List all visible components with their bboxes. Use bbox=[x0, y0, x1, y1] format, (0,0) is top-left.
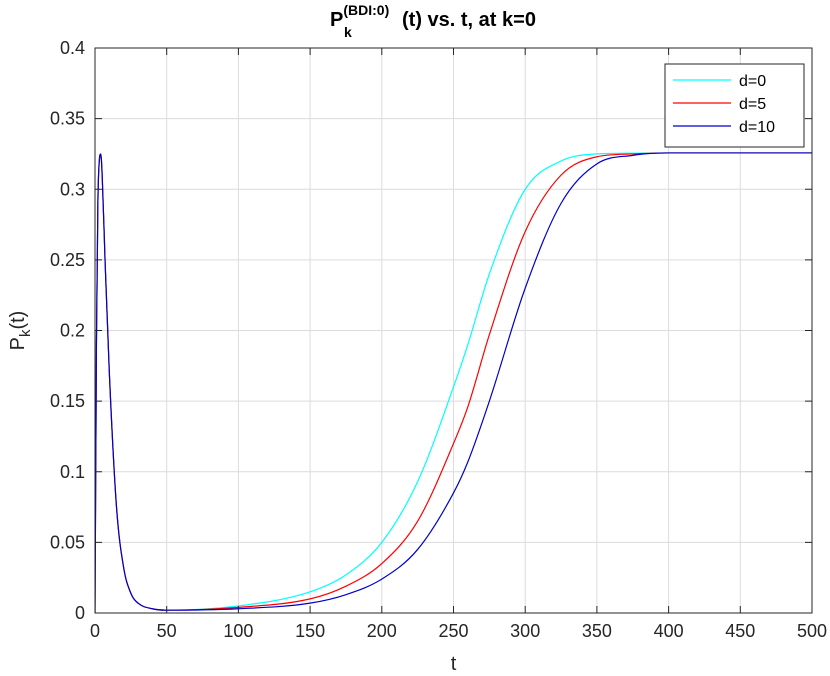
y-tick-label-5: 0.25 bbox=[50, 250, 85, 270]
x-axis-ticks: 0 50 100 150 200 250 300 350 400 450 500 bbox=[90, 48, 827, 641]
legend-box bbox=[664, 63, 805, 148]
y-tick-label-4: 0.2 bbox=[60, 321, 85, 341]
chart-title: P(BDI:0) bbox=[330, 2, 389, 31]
y-label-main: P bbox=[7, 337, 29, 350]
title-main: P bbox=[330, 9, 343, 31]
legend-label-d=5: d=5 bbox=[739, 96, 766, 113]
legend: d=0 d=5 d=10 bbox=[664, 63, 805, 148]
y-tick-label-0: 0 bbox=[75, 603, 85, 623]
y-axis-ticks: 0 0.05 0.1 0.15 0.2 0.25 0.3 0.35 0.4 bbox=[50, 38, 812, 623]
x-tick-label-5: 250 bbox=[438, 621, 468, 641]
x-tick-label-3: 150 bbox=[295, 621, 325, 641]
y-tick-label-3: 0.15 bbox=[50, 391, 85, 411]
x-tick-label-7: 350 bbox=[582, 621, 612, 641]
legend-label-d=10: d=10 bbox=[739, 119, 775, 136]
svg-text:Pk(t): Pk(t) bbox=[7, 311, 34, 351]
y-tick-label-1: 0.05 bbox=[50, 532, 85, 552]
y-tick-label-8: 0.4 bbox=[60, 38, 85, 58]
y-tick-label-7: 0.35 bbox=[50, 109, 85, 129]
x-tick-label-1: 50 bbox=[157, 621, 177, 641]
y-axis-label: Pk(t) bbox=[7, 311, 34, 351]
x-tick-label-4: 200 bbox=[367, 621, 397, 641]
legend-label-d=0: d=0 bbox=[739, 73, 766, 90]
x-tick-label-9: 450 bbox=[725, 621, 755, 641]
x-tick-label-6: 300 bbox=[510, 621, 540, 641]
y-label-subscript: k bbox=[17, 329, 34, 337]
y-tick-label-2: 0.1 bbox=[60, 462, 85, 482]
x-tick-label-0: 0 bbox=[90, 621, 100, 641]
title-rest: (t) vs. t, at k=0 bbox=[402, 9, 536, 31]
y-label-rest: (t) bbox=[7, 311, 29, 330]
x-tick-label-2: 100 bbox=[223, 621, 253, 641]
y-tick-label-6: 0.3 bbox=[60, 179, 85, 199]
x-axis-label: t bbox=[451, 653, 457, 675]
x-tick-label-10: 500 bbox=[797, 621, 827, 641]
x-tick-label-8: 400 bbox=[654, 621, 684, 641]
title-superscript: (BDI:0) bbox=[343, 2, 389, 18]
title-subscript: k bbox=[344, 24, 352, 40]
